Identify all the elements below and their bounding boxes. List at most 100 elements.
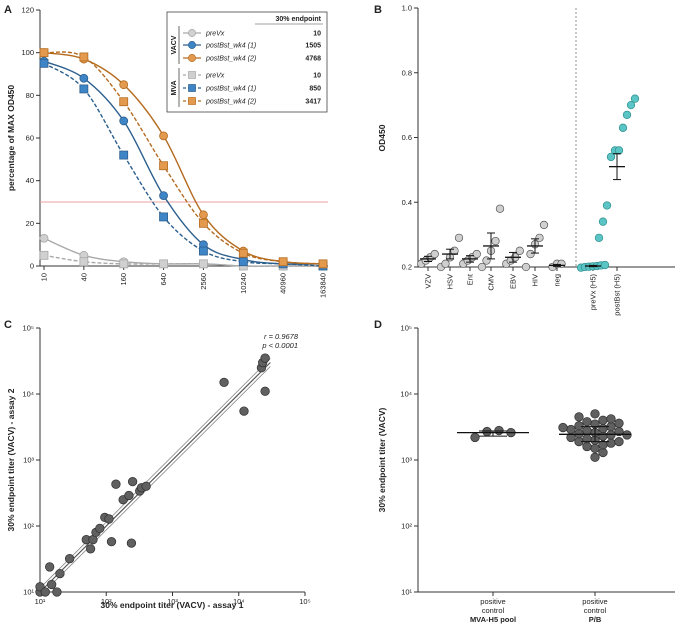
x-tick-label: 10240 <box>239 273 248 294</box>
data-point <box>39 233 49 243</box>
x-tick-label: VZV <box>424 274 433 289</box>
data-point <box>39 250 49 260</box>
data-point <box>260 386 270 396</box>
data-point <box>590 409 600 419</box>
data-point <box>614 418 624 428</box>
y-tick-label: 10¹ <box>401 588 412 597</box>
data-point <box>119 80 129 90</box>
data-point <box>238 248 248 258</box>
data-point <box>574 412 584 422</box>
data-point <box>159 191 168 201</box>
data-point <box>526 249 535 259</box>
panel-letter-b: B <box>374 4 382 16</box>
category-label-line1: positive <box>582 597 607 606</box>
data-point <box>598 217 608 226</box>
data-point <box>239 406 249 416</box>
data-point <box>119 97 129 107</box>
x-tick-label: 640 <box>159 273 168 286</box>
data-point <box>119 150 129 160</box>
legend-group-label: VACV <box>171 35 178 54</box>
legend-swatch-marker <box>188 54 196 62</box>
y-tick-label: 0.6 <box>402 133 412 142</box>
data-point <box>590 452 600 462</box>
data-point <box>199 246 208 256</box>
y-tick-label: 0.4 <box>402 198 412 207</box>
y-tick-label: 0 <box>30 262 34 271</box>
category-label-line3: MVA-H5 pool <box>470 615 516 624</box>
x-tick-label: 10 <box>40 273 49 281</box>
data-point <box>574 421 584 431</box>
data-point <box>491 236 500 246</box>
y-tick-label: 100 <box>21 48 34 57</box>
data-point <box>119 259 129 269</box>
legend-endpoint-value: 1505 <box>305 43 321 50</box>
data-point <box>515 246 524 255</box>
data-point <box>606 438 616 448</box>
legend-swatch-marker <box>188 84 196 92</box>
data-point <box>219 377 229 388</box>
x-tick-label: 10⁵ <box>299 597 310 606</box>
data-point <box>482 256 491 265</box>
x-tick-label: 10² <box>101 597 112 606</box>
data-point <box>618 123 628 132</box>
correlation-p: p < 0.0001 <box>261 341 298 350</box>
data-point <box>199 259 208 269</box>
data-point <box>159 212 168 222</box>
data-point <box>141 481 151 491</box>
legend-endpoint-value: 850 <box>309 86 321 93</box>
data-point <box>79 52 89 62</box>
data-point <box>600 260 610 270</box>
x-tick-label: postBst (H5) <box>613 274 622 316</box>
data-point <box>582 425 592 436</box>
legend-endpoint-value: 3417 <box>305 99 321 106</box>
data-point <box>606 414 616 424</box>
data-point <box>441 259 450 268</box>
data-point <box>614 436 624 447</box>
data-point <box>521 262 531 272</box>
data-point <box>55 568 65 579</box>
data-point <box>626 100 636 110</box>
y-tick-label: 10³ <box>401 456 412 465</box>
legend-swatch-marker <box>188 97 196 105</box>
legend-series-label: postBst_wk4 (2) <box>205 56 256 63</box>
y-tick-label: 60 <box>26 134 34 143</box>
legend-series-label: postBst_wk4 (2) <box>205 99 256 106</box>
data-point <box>630 94 640 103</box>
data-point <box>159 259 168 269</box>
y-axis-label: 30% endpoint titer (VACV) - assay 2 <box>6 388 16 531</box>
legend-endpoint-value: 10 <box>313 73 321 80</box>
data-point <box>582 417 592 427</box>
category-label-line2: control <box>482 606 505 615</box>
data-point <box>45 562 55 572</box>
panel-c-chart: C 10¹ 10² 10³ 10⁴ 10⁵ 10¹ 10² 10³ 10⁴ 10⁵ 30% endpo… <box>4 319 311 610</box>
y-tick-label: 0.8 <box>402 68 412 77</box>
data-point <box>430 249 439 259</box>
data-point <box>535 233 544 243</box>
data-point <box>482 426 492 437</box>
data-point <box>470 432 480 443</box>
data-point <box>590 443 600 454</box>
y-tick-label: 40 <box>26 176 34 185</box>
correlation-r: r = 0.9678 <box>264 332 299 341</box>
y-tick-label: 10⁴ <box>22 390 34 399</box>
legend-series-label: postBst_wk4 (1) <box>205 43 256 50</box>
data-point <box>598 415 608 425</box>
x-tick-label: CMV <box>487 274 496 291</box>
x-tick-label: HSV <box>446 274 455 289</box>
y-tick-label: 20 <box>26 219 34 228</box>
legend-swatch-marker <box>188 41 196 49</box>
data-point <box>602 201 612 210</box>
legend-box <box>166 11 328 113</box>
panel-letter-d: D <box>374 319 382 331</box>
legend-endpoint-value: 4768 <box>305 56 321 63</box>
confidence-band <box>39 358 271 589</box>
category-label-line2: control <box>584 606 607 615</box>
y-tick-label: 10⁵ <box>401 324 412 333</box>
x-tick-label: 163840 <box>319 273 328 298</box>
x-tick-label: 40960 <box>279 273 288 294</box>
y-tick-label: 1.0 <box>402 4 412 13</box>
data-point <box>199 210 208 220</box>
y-tick-label: 10⁴ <box>400 390 412 399</box>
series-line <box>43 62 324 267</box>
